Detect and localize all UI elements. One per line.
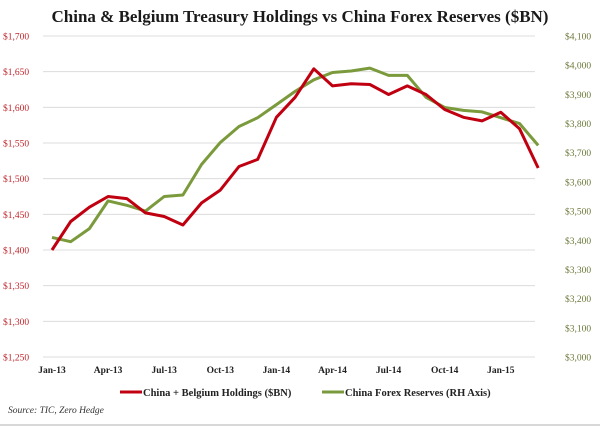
x-axis-ticks: Jan-13 Apr-13 Jul-13 Oct-13 Jan-14 Apr-14 Jul-… <box>38 366 514 376</box>
left-tick-label: $1,500 <box>3 174 29 185</box>
left-tick-label: $1,300 <box>3 317 29 328</box>
series-line-holdings <box>50 67 540 251</box>
right-tick-label: $3,100 <box>565 323 591 334</box>
legend-label-holdings: China + Belgium Holdings ($BN) <box>143 388 292 399</box>
right-tick-label: $3,200 <box>565 294 591 305</box>
source-note: Source: TIC, Zero Hedge <box>8 406 104 416</box>
x-tick-label: Jan-15 <box>487 366 515 376</box>
right-tick-label: $3,600 <box>565 177 591 188</box>
x-tick-label: Jan-13 <box>38 366 66 376</box>
legend-label-forex: China Forex Reserves (RH Axis) <box>345 388 491 399</box>
right-tick-label: $3,500 <box>565 207 591 218</box>
x-tick-label: Oct-14 <box>431 366 459 376</box>
series-lines <box>50 66 540 251</box>
left-tick-label: $1,600 <box>3 103 29 114</box>
chart-title: China & Belgium Treasury Holdings vs Chi… <box>52 7 549 26</box>
left-tick-label: $1,400 <box>3 246 29 257</box>
right-tick-label: $4,100 <box>565 32 591 43</box>
left-tick-label: $1,450 <box>3 210 29 221</box>
right-tick-label: $3,000 <box>565 353 591 364</box>
right-tick-label: $3,300 <box>565 265 591 276</box>
left-tick-label: $1,550 <box>3 139 29 150</box>
legend: China + Belgium Holdings ($BN) China For… <box>120 388 491 399</box>
left-axis-ticks: $1,250 $1,300 $1,350 $1,400 $1,450 $1,500 $1,5… <box>3 32 29 364</box>
left-tick-label: $1,350 <box>3 281 29 292</box>
x-tick-label: Apr-14 <box>318 366 347 376</box>
gridlines <box>43 35 535 358</box>
x-tick-label: Jan-14 <box>263 366 291 376</box>
x-tick-label: Apr-13 <box>94 366 123 376</box>
x-tick-label: Jul-13 <box>152 366 178 376</box>
right-tick-label: $3,900 <box>565 90 591 101</box>
right-tick-label: $3,700 <box>565 148 591 159</box>
left-tick-label: $1,650 <box>3 67 29 78</box>
series-line-forex <box>51 66 540 244</box>
right-tick-label: $4,000 <box>565 61 591 72</box>
x-tick-label: Oct-13 <box>207 366 235 376</box>
left-tick-label: $1,250 <box>3 353 29 364</box>
right-axis-ticks: $3,000 $3,100 $3,200 $3,300 $3,400 $3,500 $3,6… <box>565 32 591 364</box>
left-tick-label: $1,700 <box>3 32 29 43</box>
right-tick-label: $3,400 <box>565 236 591 247</box>
right-tick-label: $3,800 <box>565 119 591 130</box>
x-tick-label: Jul-14 <box>376 366 402 376</box>
